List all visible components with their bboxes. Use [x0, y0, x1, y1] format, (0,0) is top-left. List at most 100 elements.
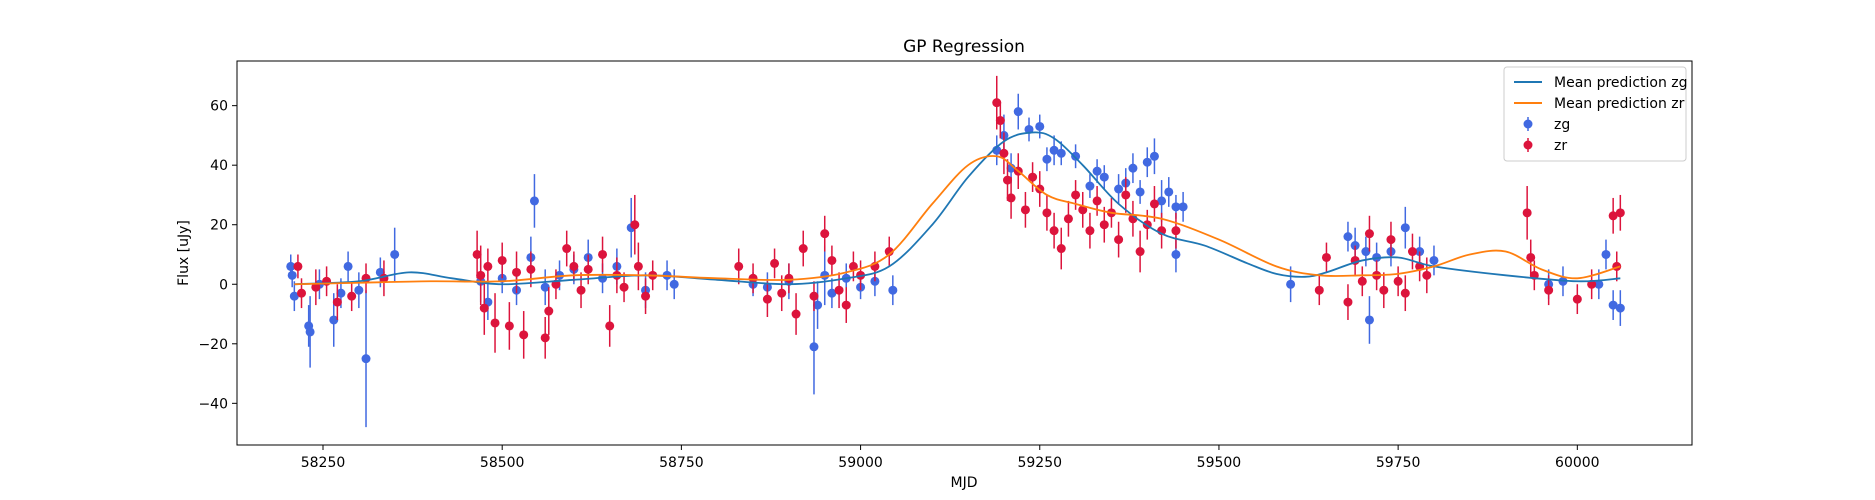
- point-zr-78: [1321, 252, 1331, 262]
- x-tick-label-4: 59250: [1017, 455, 1062, 471]
- point-zr-67: [1099, 220, 1109, 230]
- point-zr-87: [1400, 288, 1410, 298]
- point-zr-13: [497, 255, 507, 265]
- point-zg-7: [336, 288, 346, 298]
- y-tick-label-1: −20: [198, 337, 228, 353]
- point-zr-25: [598, 249, 608, 259]
- point-zr-15: [512, 267, 522, 277]
- point-zg-64: [1286, 279, 1296, 289]
- point-zr-54: [1006, 193, 1016, 203]
- point-zr-29: [630, 220, 640, 230]
- point-zg-67: [1361, 247, 1371, 257]
- point-zr-33: [734, 261, 744, 271]
- x-tick-label-5: 59500: [1197, 455, 1242, 471]
- point-zr-11: [483, 261, 493, 271]
- point-zr-76: [1171, 226, 1181, 236]
- plot-area: [286, 75, 1625, 428]
- legend-swatch-2: [1523, 119, 1533, 129]
- line-zg: [294, 131, 1621, 286]
- chart-title: GP Regression: [903, 37, 1025, 57]
- point-zr-99: [1615, 208, 1625, 218]
- plot-frame: [236, 60, 1693, 446]
- point-zg-51: [1092, 166, 1102, 176]
- point-zr-10: [479, 303, 489, 313]
- y-tick-label-4: 40: [210, 158, 228, 174]
- legend: Mean prediction zg Mean prediction zr zg zr: [1503, 66, 1688, 162]
- point-zr-69: [1114, 235, 1124, 245]
- x-tick-label-6: 59750: [1376, 455, 1421, 471]
- line-zr: [294, 155, 1621, 286]
- point-zr-53: [1003, 175, 1013, 185]
- point-zg-43: [1013, 107, 1023, 117]
- point-zr-0: [293, 261, 303, 271]
- point-zg-10: [361, 354, 371, 364]
- point-zg-53: [1114, 184, 1124, 194]
- point-zg-8: [343, 261, 353, 271]
- point-zr-92: [1526, 252, 1536, 262]
- point-zr-84: [1379, 285, 1389, 295]
- point-zg-71: [1400, 223, 1410, 233]
- point-zg-50: [1085, 181, 1095, 191]
- point-zr-91: [1522, 208, 1532, 218]
- point-zr-21: [562, 244, 572, 254]
- point-zr-2: [311, 282, 321, 292]
- point-zr-57: [1028, 172, 1038, 182]
- x-tick-label-1: 58500: [480, 455, 525, 471]
- point-zr-56: [1020, 205, 1030, 215]
- legend-box: [1503, 66, 1687, 162]
- point-zg-52: [1099, 172, 1109, 182]
- point-zg-56: [1135, 187, 1145, 197]
- point-zr-95: [1572, 294, 1582, 304]
- point-zr-41: [809, 291, 819, 301]
- y-tick-label-2: 0: [219, 277, 228, 293]
- point-zg-33: [813, 300, 823, 310]
- point-zr-42: [820, 229, 830, 239]
- series-zg: [286, 93, 1625, 428]
- point-zg-57: [1142, 157, 1152, 167]
- point-zr-44: [834, 285, 844, 295]
- point-zr-51: [995, 116, 1005, 126]
- point-zr-61: [1056, 244, 1066, 254]
- point-zr-39: [791, 309, 801, 319]
- y-tick-label-0: −40: [198, 396, 228, 412]
- point-zr-19: [544, 306, 554, 316]
- point-zr-88: [1407, 247, 1417, 257]
- point-zr-38: [784, 273, 794, 283]
- point-zr-35: [762, 294, 772, 304]
- point-zg-32: [809, 342, 819, 352]
- point-zr-26: [605, 321, 615, 331]
- point-zr-1: [297, 288, 307, 298]
- point-zr-24: [583, 264, 593, 274]
- point-zr-65: [1085, 226, 1095, 236]
- point-zr-37: [777, 288, 787, 298]
- plot-content: [286, 75, 1625, 428]
- point-zg-59: [1157, 196, 1167, 206]
- point-zr-97: [1608, 211, 1618, 221]
- point-zr-46: [848, 261, 858, 271]
- point-zg-18: [529, 196, 539, 206]
- point-zr-14: [504, 321, 514, 331]
- point-zr-52: [999, 148, 1009, 158]
- point-zr-36: [770, 258, 780, 268]
- point-zg-19: [540, 282, 550, 292]
- point-zg-60: [1164, 187, 1174, 197]
- point-zg-46: [1042, 154, 1052, 164]
- point-zg-58: [1149, 151, 1159, 161]
- legend-label-1: Mean prediction zr: [1554, 96, 1685, 112]
- point-zr-30: [633, 261, 643, 271]
- y-axis-label: Flux [uJy]: [176, 220, 192, 286]
- point-zg-12: [390, 249, 400, 259]
- point-zr-9: [476, 270, 486, 280]
- point-zr-31: [641, 291, 651, 301]
- point-zr-90: [1422, 270, 1432, 280]
- point-zg-28: [669, 279, 679, 289]
- point-zg-4: [305, 327, 315, 337]
- point-zg-63: [1178, 202, 1188, 212]
- point-zg-2: [289, 291, 299, 301]
- point-zr-85: [1386, 235, 1396, 245]
- point-zr-94: [1544, 285, 1554, 295]
- y-tick-label-5: 60: [210, 99, 228, 115]
- point-zr-60: [1049, 226, 1059, 236]
- point-zg-79: [1615, 303, 1625, 313]
